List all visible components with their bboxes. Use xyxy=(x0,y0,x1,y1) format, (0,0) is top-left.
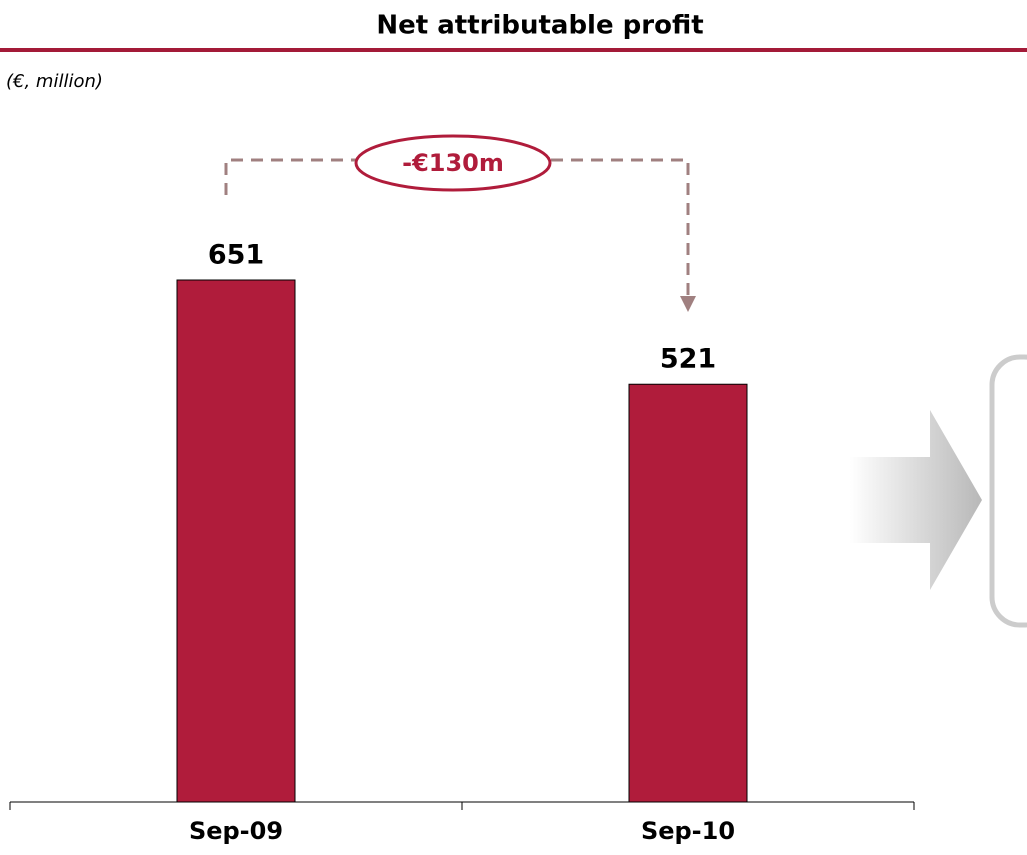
bar xyxy=(628,383,748,803)
data-label: 521 xyxy=(660,344,716,375)
bar xyxy=(176,279,296,803)
bracket-arrowhead xyxy=(680,296,696,312)
x-tick-label: Sep-09 xyxy=(189,817,283,845)
transition-arrow xyxy=(850,410,982,590)
annotation: -€130m xyxy=(402,149,504,177)
side-box xyxy=(989,354,1027,628)
chart-title: Net attributable profit xyxy=(376,11,703,41)
subtitle: (€, million) xyxy=(6,71,103,92)
title-rule xyxy=(0,48,1027,52)
annotation-ellipse xyxy=(354,134,552,192)
x-tick-label: Sep-10 xyxy=(641,817,735,845)
data-label: 651 xyxy=(208,240,264,271)
